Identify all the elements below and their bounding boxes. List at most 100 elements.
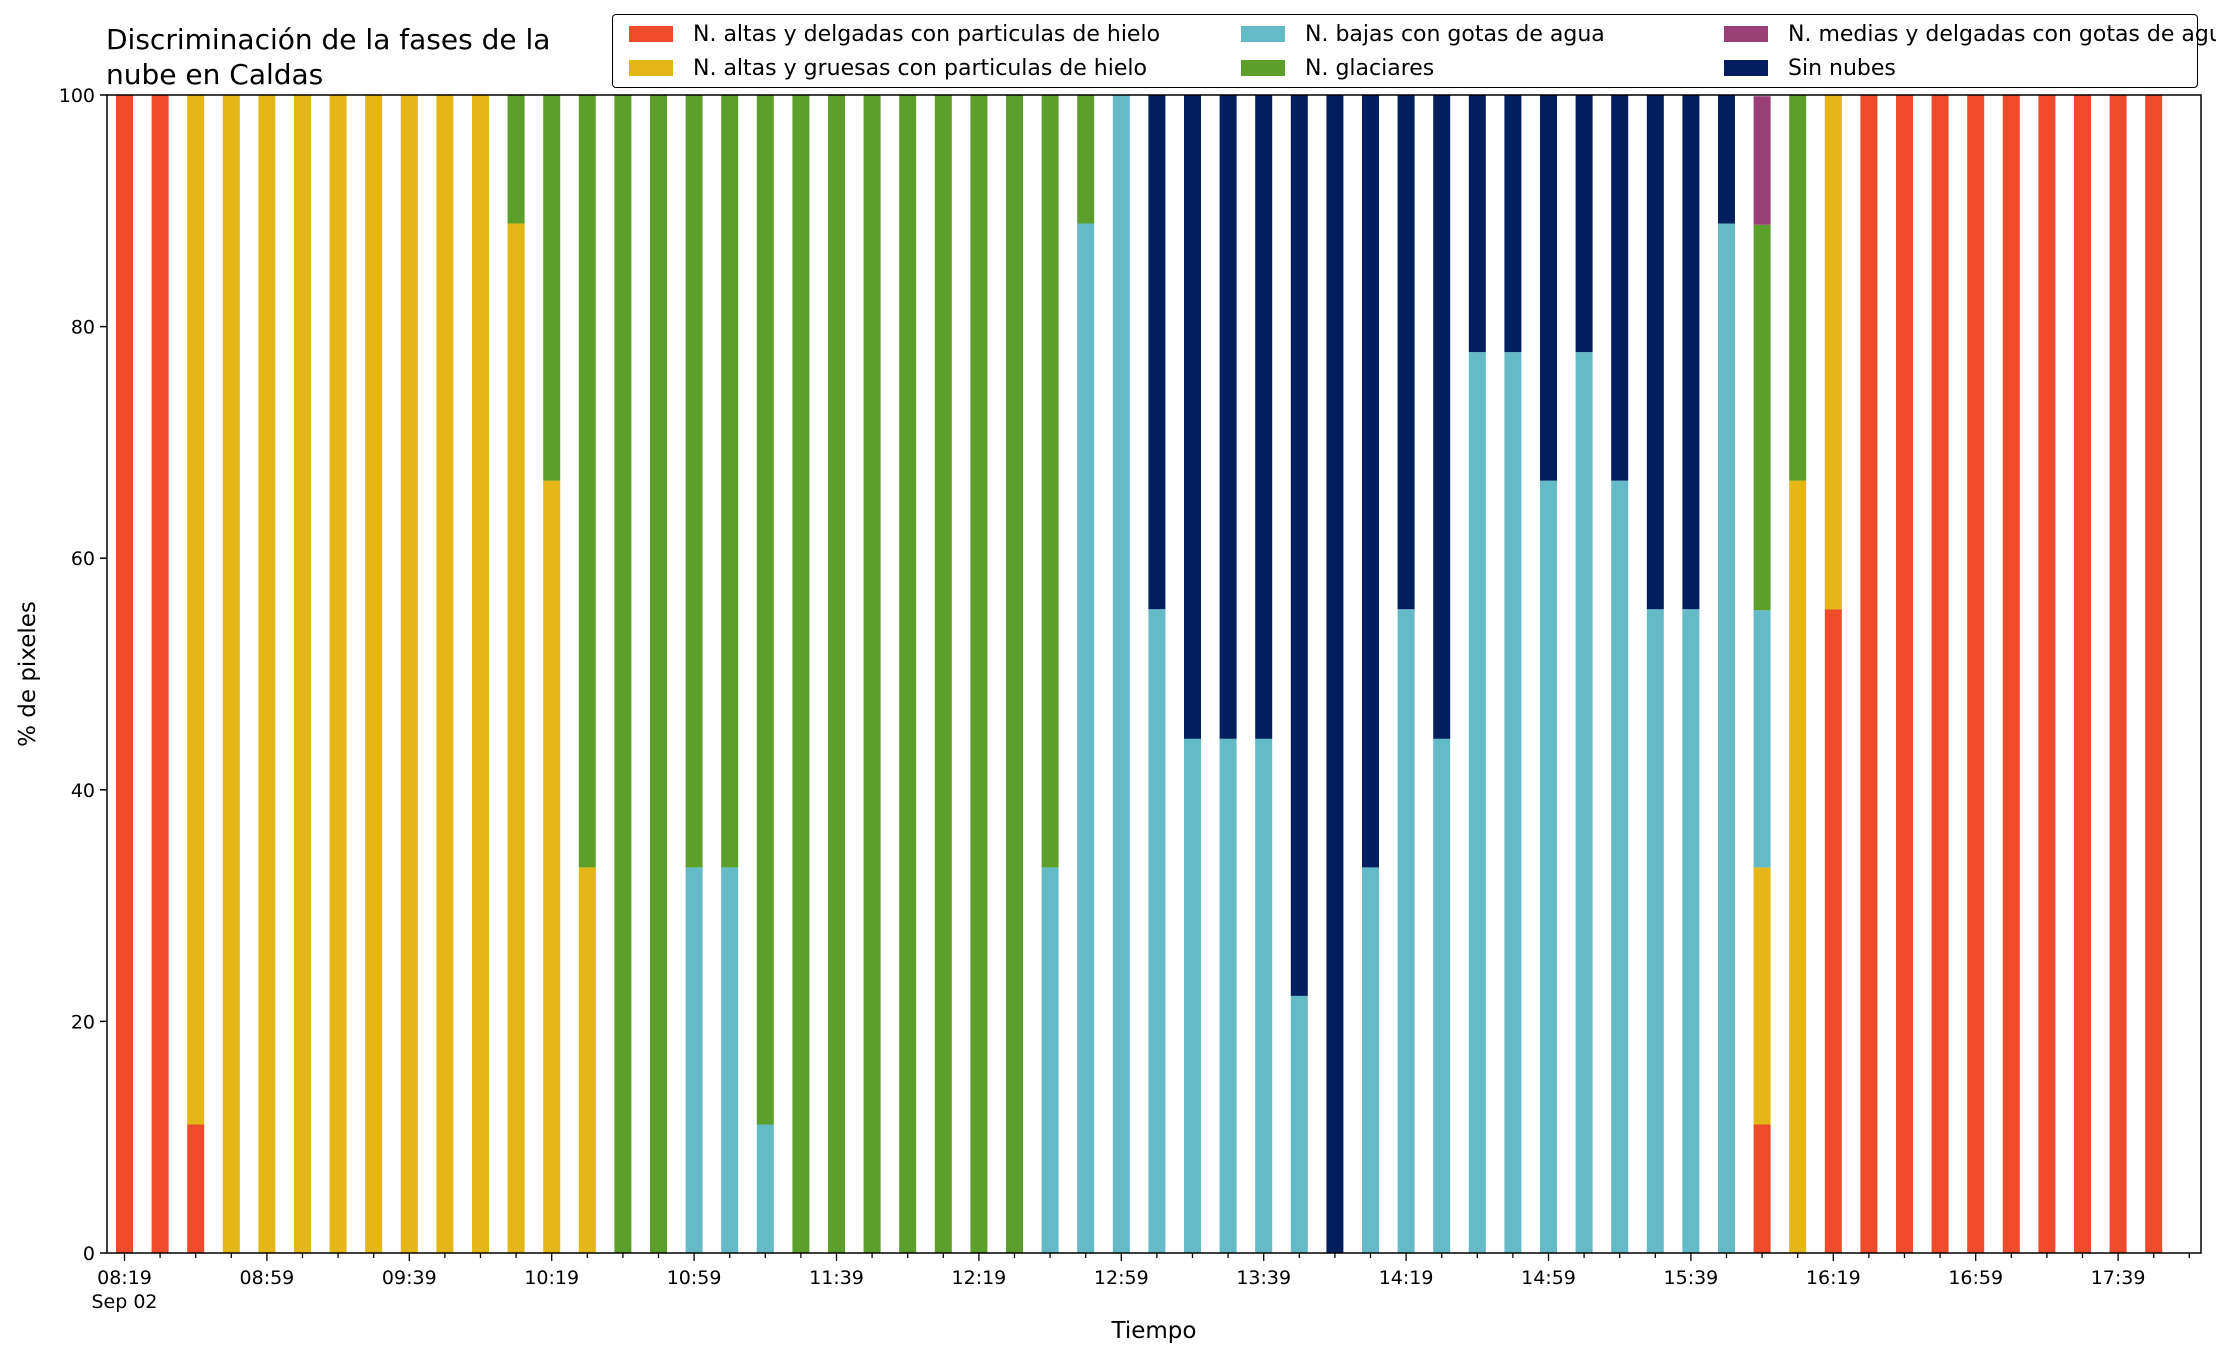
- y-axis-label: % de pixeles: [15, 601, 41, 747]
- bar-segment-s3-10:49: [650, 95, 667, 1253]
- bar-segment-s0-16:49: [1931, 95, 1949, 1253]
- bar-segment-s1-08:59: [258, 95, 276, 1253]
- bar-segment-s3-11:19: [756, 95, 774, 1125]
- legend-item-sin-nubes: Sin nubes: [1712, 51, 2192, 85]
- y-tick-label: 60: [71, 548, 95, 570]
- bar-segment-s1-10:09: [507, 223, 525, 1253]
- legend-label: Sin nubes: [1788, 55, 1896, 81]
- bar-segment-s2-14:39: [1468, 352, 1486, 1254]
- bar-segment-s0-16:29: [1860, 95, 1878, 1253]
- bar-segment-s5-14:49: [1504, 95, 1522, 353]
- bar-segment-s2-15:59: [1753, 610, 1771, 868]
- bar-segment-s4-15:59: [1753, 96, 1771, 225]
- legend-label: N. altas y gruesas con particulas de hie…: [693, 55, 1147, 81]
- bar-segment-s1-09:49: [436, 95, 454, 1253]
- x-tick-label: 15:39: [1664, 1267, 1719, 1289]
- bar-segment-s3-11:39: [828, 95, 845, 1253]
- bar-segment-s1-16:09: [1789, 480, 1807, 1254]
- x-tick-label: 12:19: [952, 1267, 1007, 1289]
- bar-segment-s3-10:59: [685, 95, 703, 868]
- x-tick-label: Sep 02: [91, 1291, 157, 1313]
- x-tick-label: 16:59: [1948, 1267, 2003, 1289]
- legend-item-ice-thin-high: N. altas y delgadas con particulas de hi…: [617, 17, 1229, 51]
- bar-segment-s2-13:09: [1148, 609, 1166, 1253]
- bar-segment-s3-16:09: [1789, 95, 1807, 481]
- x-tick-label: 11:39: [809, 1267, 864, 1289]
- x-tick-label: 14:19: [1379, 1267, 1434, 1289]
- bar-segment-s2-12:39: [1041, 867, 1059, 1253]
- legend-label: N. bajas con gotas de agua: [1305, 21, 1605, 47]
- bar-segment-s3-15:59: [1753, 224, 1771, 611]
- bar-segment-s0-17:29: [2074, 95, 2091, 1253]
- bar-segment-s3-10:19: [543, 95, 561, 481]
- x-tick-label: 08:19: [97, 1267, 152, 1289]
- bar-segment-s0-15:59: [1753, 1124, 1771, 1253]
- legend-swatch: [1241, 60, 1285, 76]
- bar-segment-s0-17:39: [2109, 95, 2127, 1253]
- bar-segment-s1-09:39: [400, 95, 418, 1253]
- bar-segment-s5-15:39: [1682, 95, 1700, 610]
- legend-label: N. glaciares: [1305, 55, 1435, 81]
- bar-segment-s3-10:09: [507, 95, 525, 224]
- bar-segment-s1-08:39: [187, 95, 205, 1125]
- bar-segment-s1-08:49: [222, 95, 240, 1253]
- bar-segment-s5-13:29: [1219, 95, 1237, 739]
- bar-segment-s5-15:49: [1718, 95, 1735, 224]
- bar-segment-s2-15:49: [1718, 223, 1735, 1253]
- legend-label: N. medias y delgadas con gotas de agua: [1788, 21, 2216, 47]
- legend-swatch: [629, 60, 673, 76]
- bar-segment-s5-15:29: [1646, 95, 1664, 610]
- x-tick-label: 08:59: [240, 1267, 295, 1289]
- bar-segment-s3-10:39: [614, 95, 632, 1253]
- y-tick-label: 0: [83, 1243, 95, 1265]
- bar-segment-s0-17:49: [2145, 95, 2163, 1253]
- bar-segment-s2-13:29: [1219, 738, 1237, 1253]
- x-axis-label: Tiempo: [1111, 1318, 1197, 1344]
- bar-segment-s5-13:09: [1148, 95, 1166, 610]
- x-tick-label: 10:19: [524, 1267, 579, 1289]
- bar-segment-s0-16:19: [1824, 609, 1842, 1253]
- x-tick-label: 13:39: [1236, 1267, 1291, 1289]
- bar-segment-s2-12:49: [1077, 223, 1095, 1253]
- bar-segment-s2-14:49: [1504, 352, 1522, 1254]
- bar-segment-s2-15:09: [1575, 352, 1593, 1254]
- y-tick-label: 100: [59, 85, 95, 107]
- bar-segment-s1-09:29: [365, 95, 383, 1253]
- bar-segment-s5-14:09: [1362, 95, 1379, 868]
- x-tick-label: 14:59: [1521, 1267, 1576, 1289]
- x-tick-label: 17:39: [2091, 1267, 2146, 1289]
- bar-segment-s2-11:09: [721, 867, 739, 1253]
- legend-item-glaciares: N. glaciares: [1229, 51, 1712, 85]
- bar-segment-s5-14:29: [1433, 95, 1451, 739]
- bar-segment-s1-10:19: [543, 480, 561, 1254]
- legend-swatch: [629, 26, 673, 42]
- x-tick-label: 10:59: [667, 1267, 722, 1289]
- bar-segment-s5-13:59: [1326, 95, 1344, 1253]
- bar-segment-s5-13:39: [1255, 95, 1273, 739]
- bar-segment-s5-13:49: [1290, 95, 1308, 996]
- bar-segment-s3-11:09: [721, 95, 739, 868]
- bar-segment-s3-11:49: [863, 95, 881, 1253]
- bar-segment-s0-16:59: [1967, 95, 1985, 1253]
- bar-segment-s3-12:39: [1041, 95, 1059, 868]
- x-tick-label: 09:39: [382, 1267, 437, 1289]
- bar-segment-s2-15:29: [1646, 609, 1664, 1253]
- bar-segment-s3-11:59: [899, 95, 917, 1253]
- legend-label: N. altas y delgadas con particulas de hi…: [693, 21, 1161, 47]
- bar-segment-s2-12:59: [1112, 95, 1130, 1253]
- y-tick-label: 40: [71, 780, 95, 802]
- bar-segment-s5-13:19: [1184, 95, 1201, 739]
- y-tick-label: 20: [71, 1011, 95, 1033]
- bar-segment-s3-11:29: [792, 95, 810, 1253]
- bar-segment-s2-10:59: [685, 867, 703, 1253]
- bar-segment-s1-09:09: [294, 95, 311, 1253]
- bar-segment-s2-15:39: [1682, 609, 1700, 1253]
- bar-segment-s5-15:19: [1611, 95, 1629, 481]
- legend-swatch: [1724, 60, 1768, 76]
- bar-segment-s0-17:09: [2002, 95, 2020, 1253]
- bar-segment-s2-13:49: [1290, 995, 1308, 1253]
- bar-segment-s5-14:39: [1468, 95, 1486, 353]
- bar-segment-s5-14:59: [1540, 95, 1557, 481]
